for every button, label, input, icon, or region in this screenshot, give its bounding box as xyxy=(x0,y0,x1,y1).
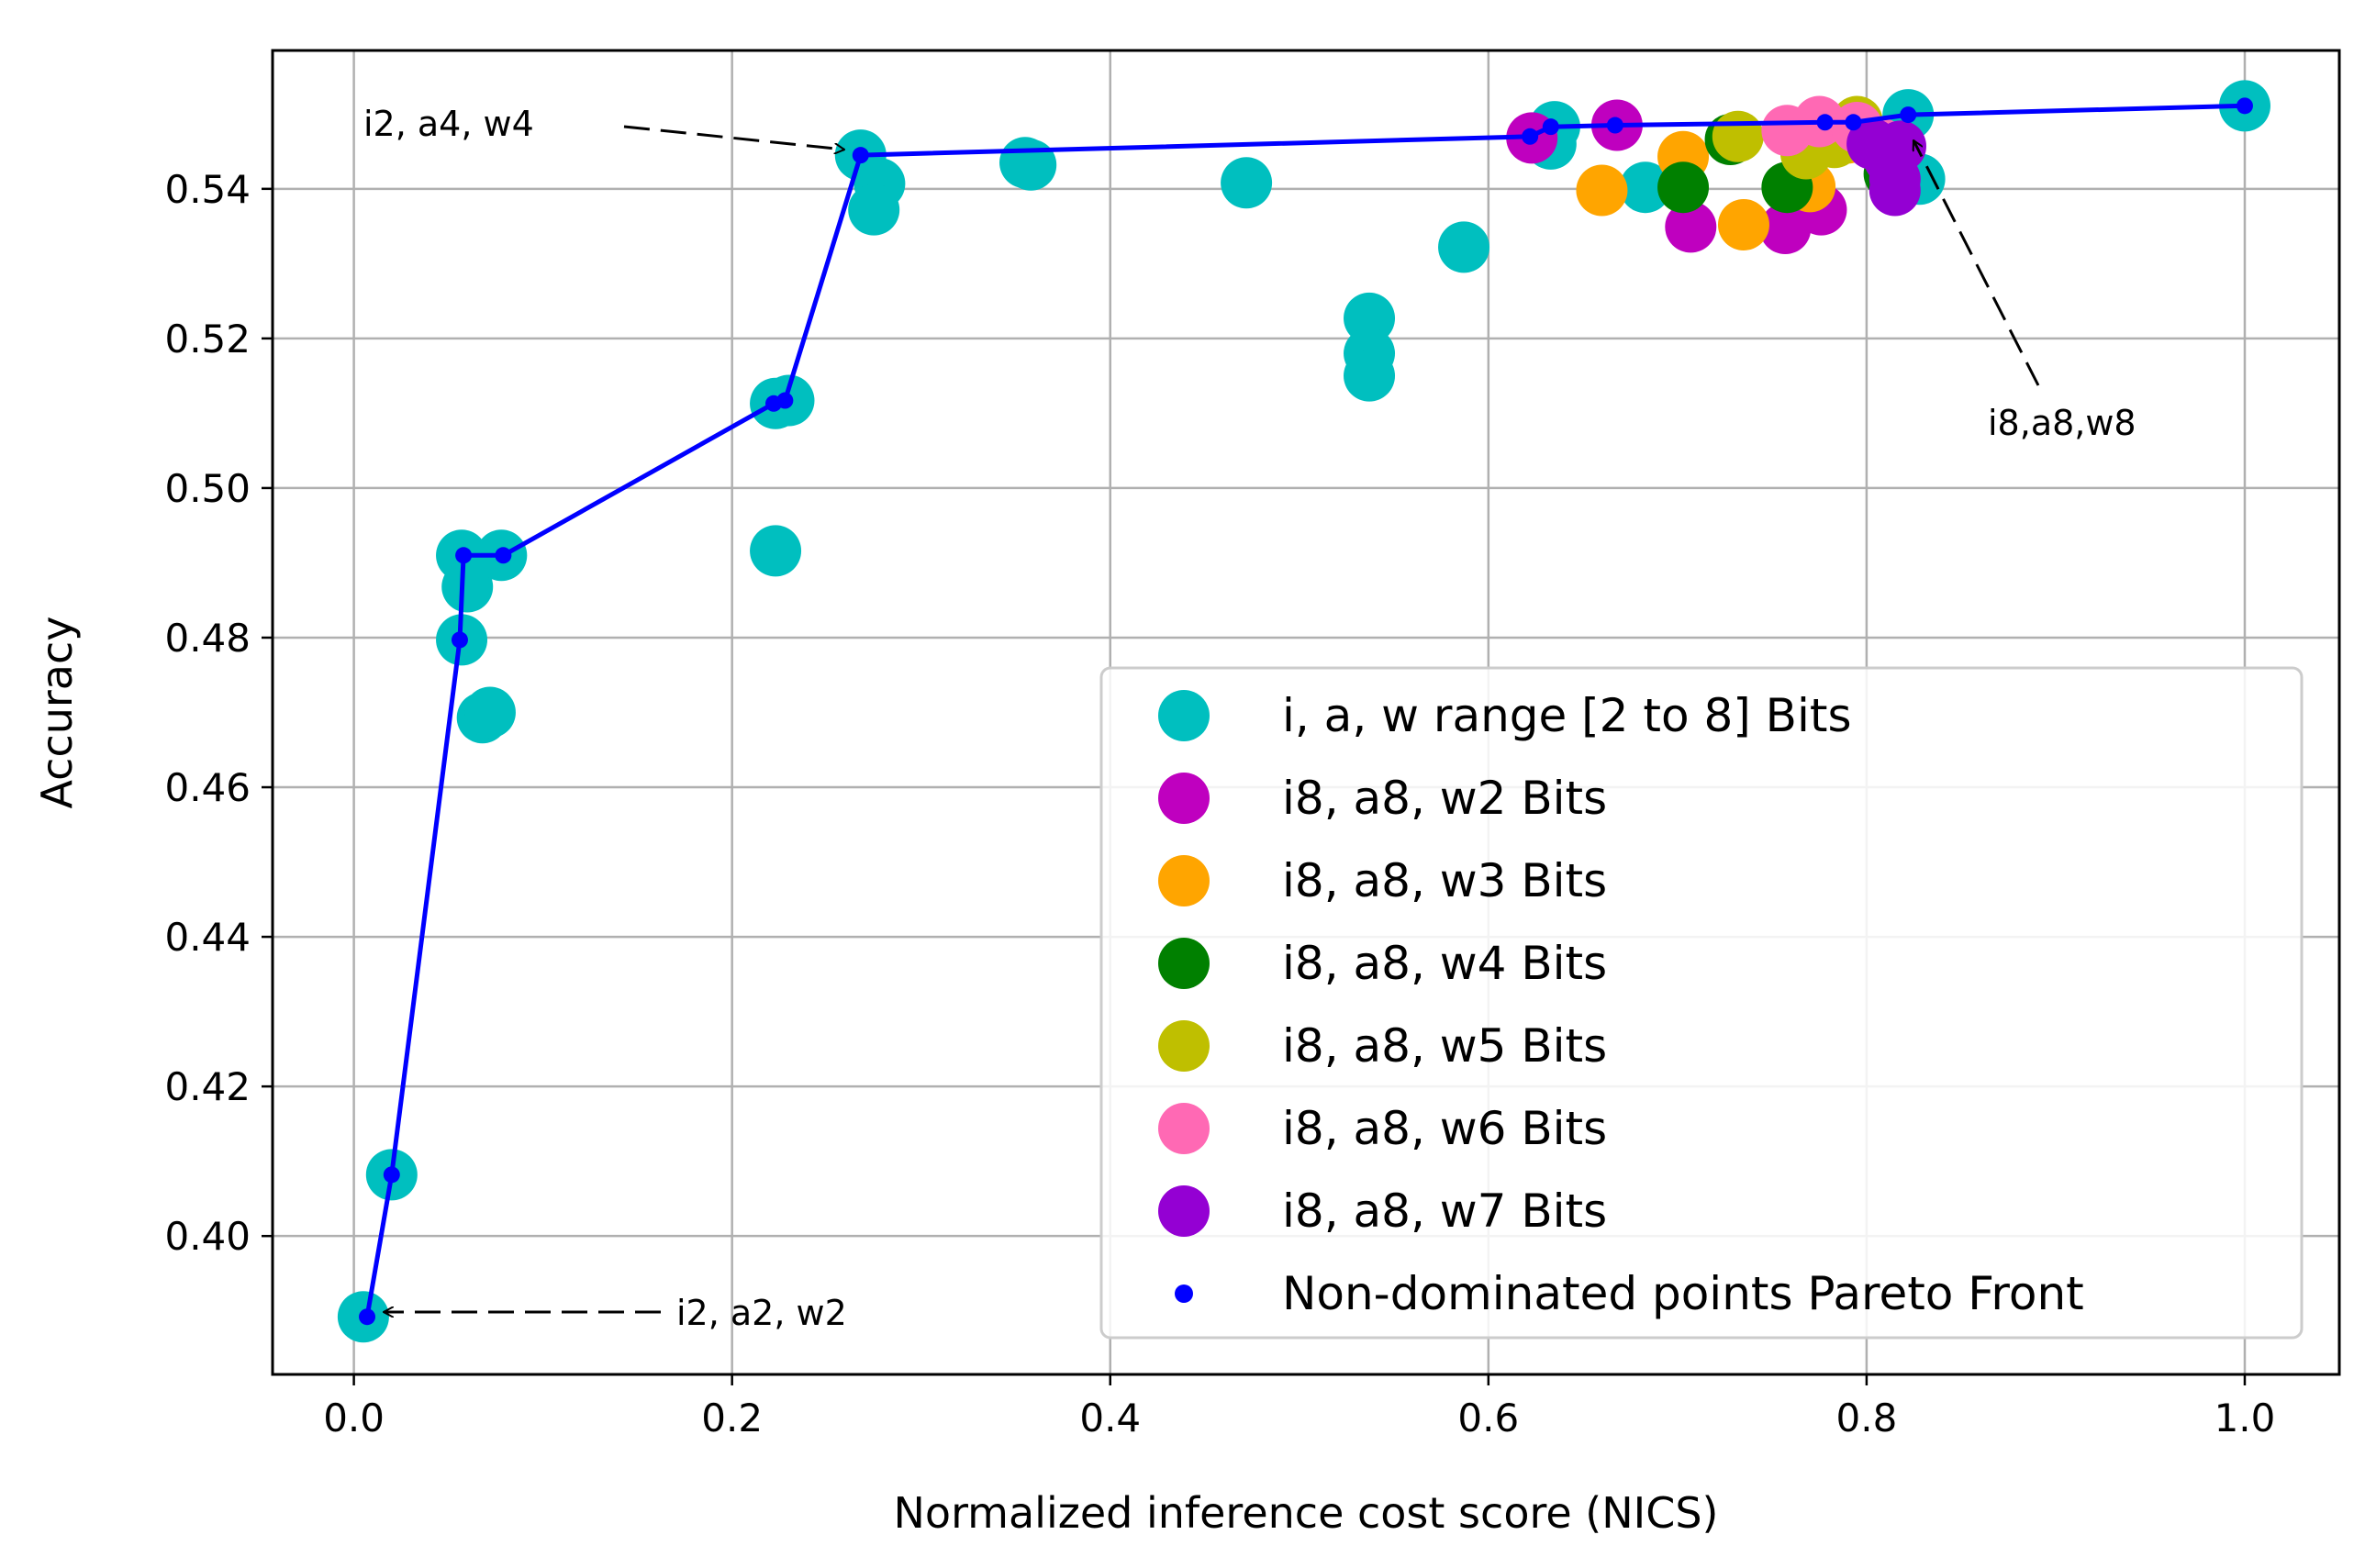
pareto-point xyxy=(495,547,512,564)
data-point xyxy=(1344,350,1396,402)
data-point xyxy=(1619,161,1671,214)
pareto-front xyxy=(359,97,2253,1326)
x-tick-label: 0.6 xyxy=(1457,1396,1519,1440)
data-point xyxy=(1874,120,1926,172)
data-point xyxy=(750,525,802,577)
data-point xyxy=(1665,201,1717,253)
y-tick-label: 0.40 xyxy=(164,1214,251,1259)
y-axis-label: Accuracy xyxy=(32,616,82,808)
legend-marker xyxy=(1175,1284,1193,1303)
legend-box xyxy=(1099,666,2304,1340)
legend-label: i8, a8, w6 Bits xyxy=(1282,1102,1607,1155)
x-tick-label: 0.8 xyxy=(1836,1396,1898,1440)
scatter-series xyxy=(337,80,2270,1343)
data-point xyxy=(463,686,516,739)
y-tick-label: 0.50 xyxy=(164,466,251,511)
legend-label: i8, a8, w7 Bits xyxy=(1282,1184,1607,1238)
legend-marker xyxy=(1158,938,1210,989)
data-point xyxy=(1657,161,1710,214)
y-tick-label: 0.48 xyxy=(164,616,251,661)
legend-marker xyxy=(1158,855,1210,906)
data-point xyxy=(1005,139,1057,191)
plot-frame xyxy=(271,49,2341,1376)
x-tick-label: 0.0 xyxy=(323,1396,385,1440)
legend-marker xyxy=(1158,1020,1210,1072)
data-point xyxy=(1717,198,1769,250)
x-tick-label: 1.0 xyxy=(2214,1396,2276,1440)
data-point xyxy=(848,183,900,236)
annotation-arrow xyxy=(623,125,844,150)
data-point xyxy=(441,561,494,613)
legend-label: i8, a8, w4 Bits xyxy=(1282,937,1607,990)
pareto-point xyxy=(1845,114,1862,131)
pareto-point xyxy=(1522,128,1539,145)
annotations: i2, a4, w4 i2, a2, w2 i8,a8,w8 xyxy=(363,104,2136,1333)
annotation-label: i8,a8,w8 xyxy=(1988,403,2136,443)
pareto-point xyxy=(1816,114,1834,131)
legend-marker xyxy=(1158,773,1210,824)
pareto-point xyxy=(451,631,468,649)
pareto-point xyxy=(1900,106,1917,124)
pareto-point xyxy=(1606,117,1623,134)
y-tick-label: 0.46 xyxy=(164,765,251,810)
axis-ticks: 0.0 0.2 0.4 0.6 0.8 1.0 0.40 0.42 0.44 0.46 0.48 0.… xyxy=(164,167,2275,1440)
y-tick-label: 0.52 xyxy=(164,317,251,361)
legend-marker xyxy=(1158,1103,1210,1154)
data-point xyxy=(1344,292,1396,344)
data-point xyxy=(1438,221,1490,273)
annotation-arrow xyxy=(1913,140,2040,386)
y-tick-label: 0.44 xyxy=(164,915,251,960)
data-point xyxy=(1576,164,1628,217)
legend-marker xyxy=(1158,690,1210,741)
data-point xyxy=(1221,157,1273,209)
series-7 xyxy=(1846,117,1926,217)
annotation-label: i2, a4, w4 xyxy=(363,104,534,144)
x-tick-label: 0.2 xyxy=(701,1396,763,1440)
legend-label: i8, a8, w5 Bits xyxy=(1282,1019,1607,1073)
legend-label: i8, a8, w3 Bits xyxy=(1282,854,1607,907)
data-point xyxy=(1869,164,1921,217)
legend-marker xyxy=(1158,1185,1210,1237)
y-tick-label: 0.42 xyxy=(164,1064,251,1109)
pareto-point xyxy=(2236,97,2253,115)
data-point xyxy=(1712,110,1764,162)
pareto-point xyxy=(359,1308,376,1326)
pareto-point xyxy=(383,1166,400,1184)
pareto-point xyxy=(1542,118,1559,136)
pareto-point xyxy=(776,392,794,409)
x-axis-label: Normalized inference cost score (NICS) xyxy=(894,1488,1719,1538)
legend: i, a, w range [2 to 8] Bits i8, a8, w2 Bi… xyxy=(1099,666,2304,1340)
y-tick-label: 0.54 xyxy=(164,167,251,212)
legend-label: i, a, w range [2 to 8] Bits xyxy=(1282,689,1852,742)
pareto-point xyxy=(455,547,473,564)
x-tick-label: 0.4 xyxy=(1079,1396,1141,1440)
series-1 xyxy=(337,80,2270,1343)
annotation-label: i2, a2, w2 xyxy=(676,1293,847,1333)
legend-label: Non-dominated points Pareto Front xyxy=(1282,1267,2084,1320)
legend-label: i8, a8, w2 Bits xyxy=(1282,772,1607,825)
pareto-point xyxy=(852,147,869,164)
